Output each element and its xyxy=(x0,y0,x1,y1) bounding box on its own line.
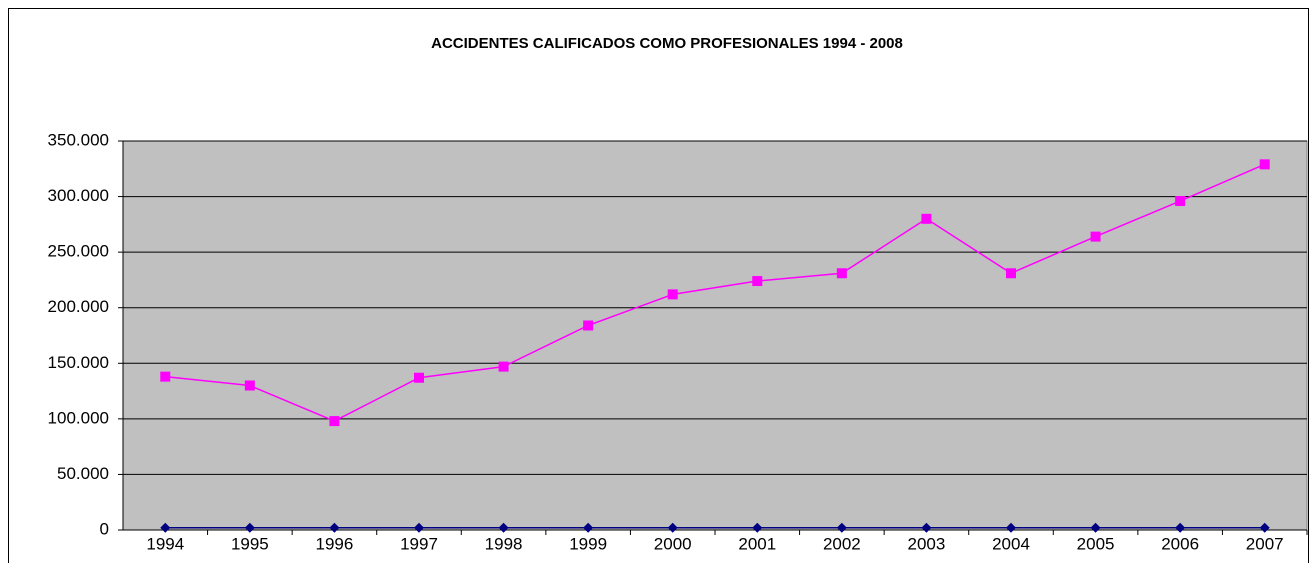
point xyxy=(329,522,340,533)
x-tick-label: 2007 xyxy=(1246,534,1284,553)
x-tick-label: 2002 xyxy=(823,534,861,553)
x-tick-label: 2006 xyxy=(1161,534,1199,553)
y-tick-label: 150.000 xyxy=(48,353,109,372)
y-tick-label: 200.000 xyxy=(48,297,109,316)
point xyxy=(752,522,763,533)
x-tick-label: 2001 xyxy=(738,534,776,553)
y-tick-label: 350.000 xyxy=(48,130,109,149)
y-tick-label: 250.000 xyxy=(48,242,109,261)
x-tick-label: 1998 xyxy=(485,534,523,553)
y-tick-label: 0 xyxy=(100,519,109,538)
chart-title: ACCIDENTES CALIFICADOS COMO PROFESIONALE… xyxy=(431,35,903,52)
x-tick-label: 1996 xyxy=(316,534,354,553)
x-tick-label: 1995 xyxy=(231,534,269,553)
x-tick-label: 1999 xyxy=(569,534,607,553)
series-line xyxy=(165,163,1266,422)
y-tick-label: 300.000 xyxy=(48,186,109,205)
x-tick-label: 2004 xyxy=(992,534,1030,553)
point xyxy=(498,522,509,533)
x-tick-label: 1994 xyxy=(146,534,184,553)
point xyxy=(1259,522,1270,533)
plot-area xyxy=(122,140,1308,531)
point xyxy=(1175,196,1186,207)
point xyxy=(667,289,678,300)
point xyxy=(583,320,594,331)
point xyxy=(583,522,594,533)
point xyxy=(498,361,509,372)
point xyxy=(414,372,424,383)
point xyxy=(160,371,171,382)
point xyxy=(1090,522,1101,533)
point xyxy=(244,522,255,533)
point xyxy=(1006,522,1016,533)
point xyxy=(921,522,932,533)
x-tick-label: 1997 xyxy=(400,534,438,553)
point xyxy=(1006,268,1016,279)
point xyxy=(1175,522,1186,533)
point xyxy=(752,276,763,287)
y-tick-label: 100.000 xyxy=(48,408,109,427)
point xyxy=(244,380,255,391)
y-tick-label: 50.000 xyxy=(57,464,109,483)
point xyxy=(836,522,847,533)
point xyxy=(329,416,340,427)
x-tick-label: 2003 xyxy=(908,534,946,553)
point xyxy=(836,268,847,279)
point xyxy=(160,522,171,533)
point xyxy=(921,213,932,224)
point xyxy=(667,522,678,533)
x-tick-label: 2000 xyxy=(654,534,692,553)
point xyxy=(1259,159,1270,170)
point xyxy=(414,522,424,533)
x-tick-label: 2005 xyxy=(1077,534,1115,553)
point xyxy=(1090,231,1101,242)
